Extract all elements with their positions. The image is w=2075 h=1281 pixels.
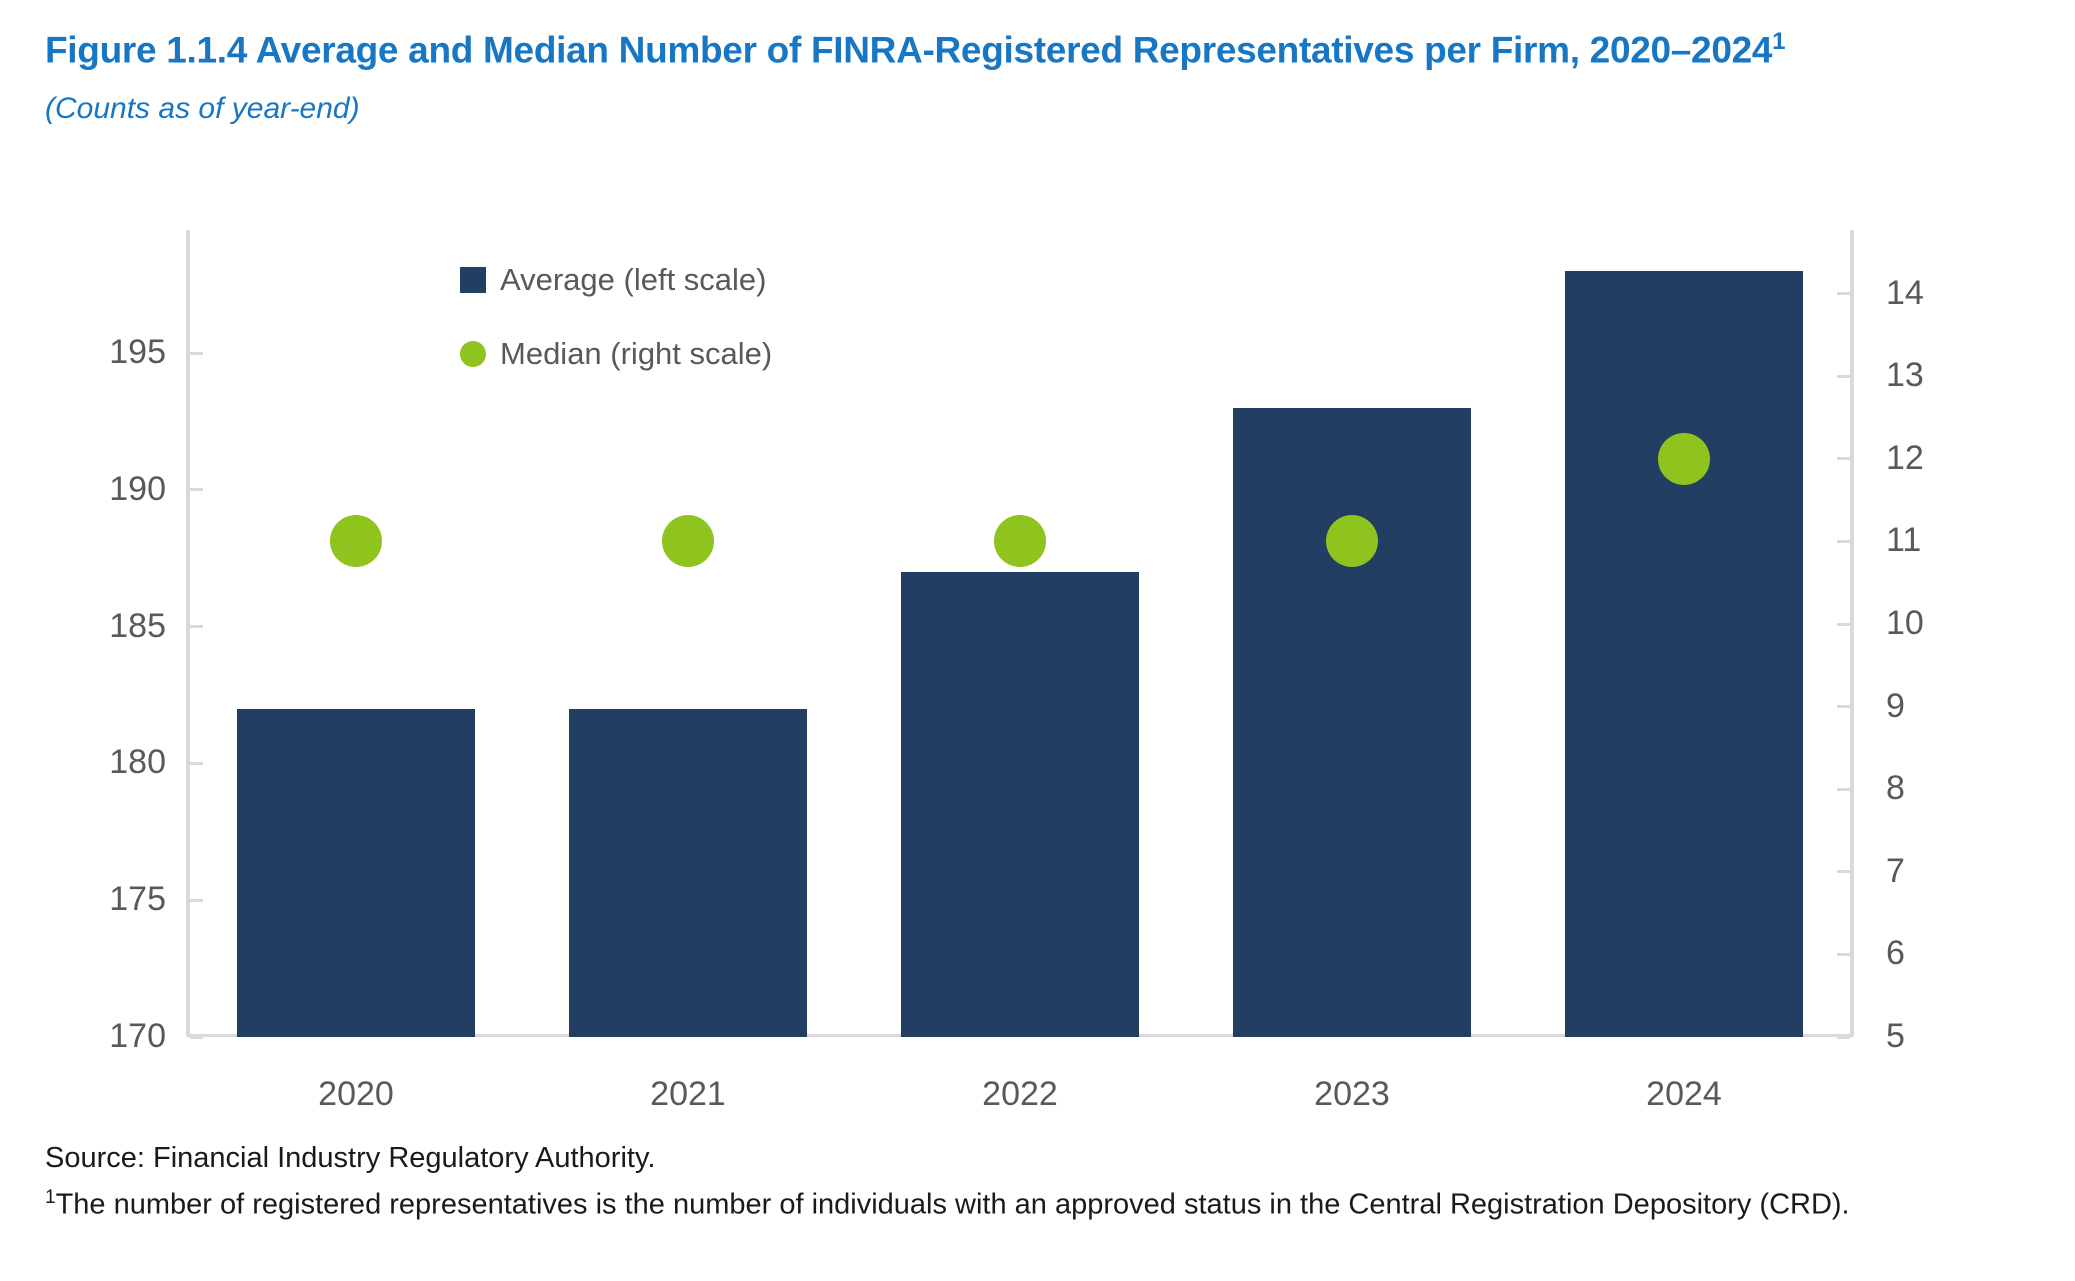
left-axis-tick-label: 170 (109, 1017, 166, 1055)
right-axis-line (1850, 230, 1854, 1037)
left-axis-tick-label: 190 (109, 469, 166, 508)
right-axis-tick-label: 10 (1886, 604, 1924, 642)
median-dot-2022 (994, 515, 1046, 568)
right-axis-tick (1837, 1035, 1850, 1039)
footnote-superscript: 1 (45, 1187, 56, 1208)
right-axis-tick-label: 6 (1886, 934, 1905, 973)
x-axis-category-label: 2024 (1646, 1075, 1722, 1113)
left-axis-tick (190, 351, 203, 355)
legend-item-average: Average (left scale) (460, 258, 772, 302)
left-axis-tick (190, 625, 203, 629)
right-axis-tick-label: 5 (1886, 1017, 1905, 1055)
right-axis-tick (1837, 292, 1850, 296)
right-axis-tick-label: 11 (1886, 521, 1922, 560)
figure-title: Figure 1.1.4 Average and Median Number o… (45, 28, 1786, 71)
median-dot-2021 (662, 515, 714, 568)
right-axis-tick (1837, 787, 1850, 791)
right-axis-tick-label: 7 (1886, 851, 1905, 890)
legend-item-median: Median (right scale) (460, 332, 772, 376)
right-axis-tick-label: 12 (1886, 438, 1924, 477)
right-axis-tick-label: 9 (1886, 686, 1905, 725)
median-series-swatch-icon (460, 341, 486, 367)
median-dot-2020 (330, 515, 382, 568)
source-line: Source: Financial Industry Regulatory Au… (45, 1142, 656, 1174)
footnote-line: 1The number of registered representative… (45, 1178, 1850, 1225)
right-axis-tick (1837, 374, 1850, 378)
x-axis-category-label: 2021 (650, 1075, 726, 1113)
right-axis-tick (1837, 870, 1850, 874)
left-axis-tick-label: 180 (109, 743, 166, 782)
left-axis-tick (190, 898, 203, 902)
x-axis-category-label: 2020 (318, 1075, 394, 1113)
right-axis-tick (1837, 622, 1850, 626)
figure-title-superscript: 1 (1772, 28, 1786, 55)
left-axis-tick-label: 175 (109, 880, 166, 919)
right-axis-tick (1837, 539, 1850, 543)
footnote-text: The number of registered representatives… (55, 1188, 1850, 1221)
x-axis-category-label: 2022 (982, 1075, 1058, 1113)
figure-subtitle: (Counts as of year-end) (45, 92, 360, 125)
legend-label-average: Average (left scale) (500, 262, 767, 297)
bar-2021 (569, 708, 807, 1037)
figure-title-text: Figure 1.1.4 Average and Median Number o… (45, 29, 1773, 71)
bar-2023 (1233, 407, 1471, 1037)
right-axis-tick-label: 13 (1886, 356, 1924, 395)
x-axis-category-label: 2023 (1314, 1075, 1390, 1113)
right-axis-tick-label: 14 (1886, 273, 1924, 312)
right-axis-tick (1837, 457, 1850, 461)
right-axis-tick-label: 8 (1886, 769, 1905, 808)
bar-2024 (1565, 271, 1803, 1037)
left-axis-tick (190, 761, 203, 765)
average-series-swatch-icon (460, 267, 486, 293)
bar-2022 (901, 571, 1139, 1037)
legend-label-median: Median (right scale) (500, 336, 773, 371)
left-axis-tick (190, 1035, 203, 1039)
right-axis-tick (1837, 705, 1850, 709)
right-axis-tick (1837, 952, 1850, 956)
left-axis-tick (190, 488, 203, 492)
left-axis-tick-label: 185 (109, 606, 166, 645)
chart-legend: Average (left scale) Median (right scale… (460, 258, 772, 406)
median-dot-2024 (1658, 432, 1710, 485)
bar-2020 (237, 708, 475, 1037)
left-axis-tick-label: 195 (109, 333, 166, 372)
chart-footer: Source: Financial Industry Regulatory Au… (45, 1138, 1850, 1225)
left-axis-line (186, 230, 190, 1037)
median-dot-2023 (1326, 515, 1378, 568)
